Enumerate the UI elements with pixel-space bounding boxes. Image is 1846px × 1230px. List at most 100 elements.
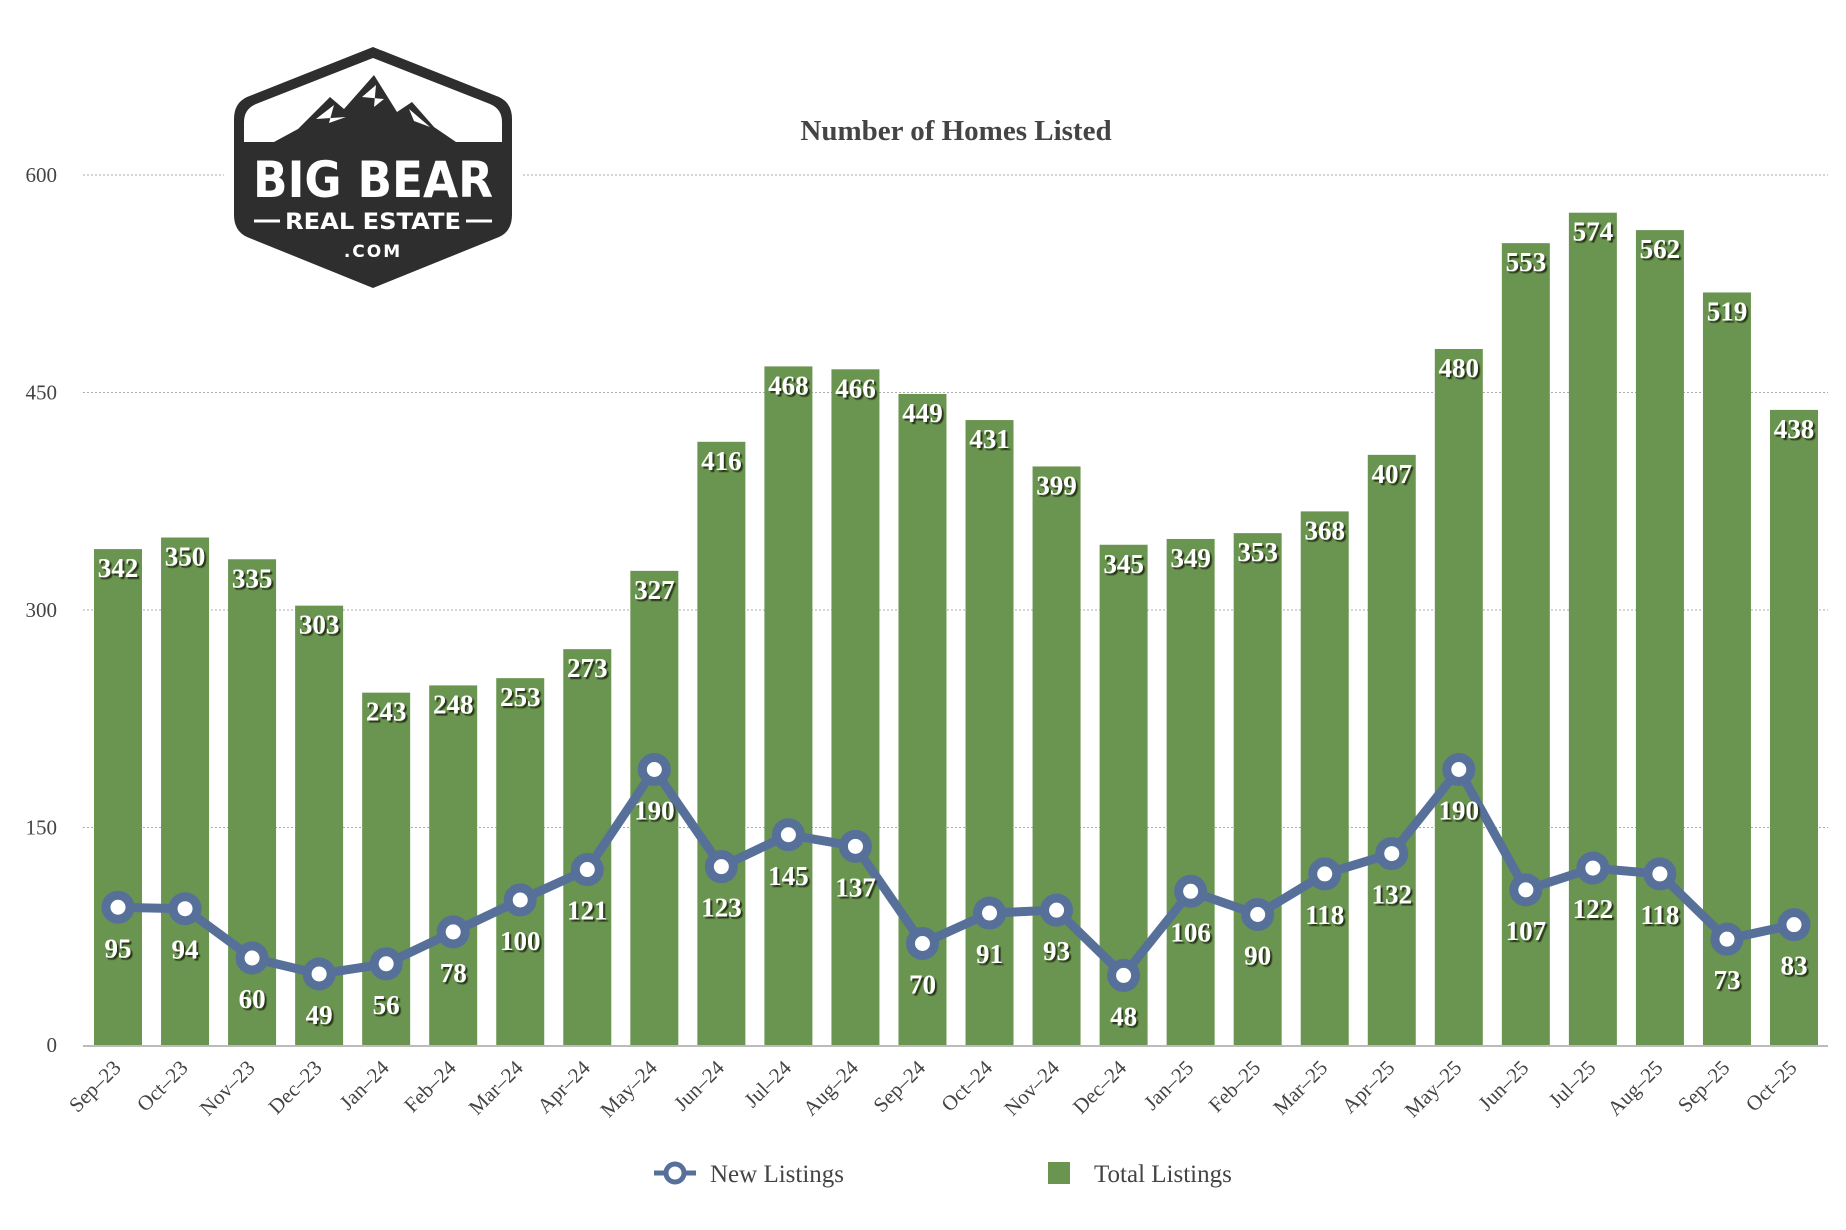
- line-data-label: 137: [835, 872, 876, 902]
- bar-data-label: 562: [1640, 234, 1681, 264]
- x-tick-label: Dec–23: [264, 1056, 327, 1119]
- line-data-label: 121: [567, 896, 608, 926]
- x-tick-label: Jul–24: [739, 1055, 796, 1112]
- point-new-listings: [1777, 908, 1811, 942]
- bar-data-label: 574: [1573, 217, 1614, 247]
- line-data-label: 100: [500, 926, 541, 956]
- point-new-listings: [704, 850, 738, 884]
- point-new-listings: [101, 890, 135, 924]
- logo-line3: .COM: [344, 242, 402, 262]
- point-new-listings: [168, 892, 202, 926]
- bar-data-label: 353: [1237, 537, 1278, 567]
- bar-data-label: 407: [1372, 459, 1413, 489]
- point-new-listings: [1442, 753, 1476, 786]
- point-new-listings: [1509, 873, 1543, 907]
- x-tick-label: Dec–24: [1068, 1055, 1132, 1119]
- point-new-listings: [838, 829, 872, 863]
- point-new-listings: [436, 915, 470, 949]
- line-data-label: 48: [1110, 1001, 1137, 1031]
- bar-data-label: 480: [1439, 353, 1480, 383]
- x-tick-label: Oct–25: [1741, 1056, 1802, 1117]
- bar-total-listings: [764, 366, 813, 1045]
- line-data-label: 145: [768, 861, 809, 891]
- y-tick-label: 150: [26, 816, 58, 840]
- legend-new-listings: New Listings: [710, 1161, 844, 1188]
- point-new-listings: [1040, 893, 1074, 927]
- point-new-listings: [1308, 857, 1342, 891]
- y-tick-label: 300: [26, 598, 58, 622]
- point-new-listings: [637, 753, 671, 786]
- x-tick-label: Feb–25: [1204, 1056, 1266, 1118]
- x-tick-label: Jan–24: [335, 1055, 394, 1114]
- bar-total-listings: [1434, 349, 1483, 1045]
- logo: BIG BEAR REAL ESTATE .COM: [224, 42, 522, 297]
- x-tick-label: Sep–23: [64, 1056, 126, 1118]
- legend-new-listings-marker: [663, 1161, 687, 1185]
- line-data-label: 49: [306, 1000, 333, 1030]
- point-new-listings: [973, 896, 1007, 930]
- bar-total-listings: [1501, 243, 1550, 1045]
- x-tick-label: Sep–24: [868, 1055, 930, 1117]
- point-new-listings: [771, 818, 805, 852]
- x-tick-label: Nov–24: [999, 1055, 1064, 1120]
- bar-total-listings: [1635, 230, 1684, 1046]
- line-data-label: 122: [1573, 894, 1614, 924]
- point-new-listings: [1107, 958, 1141, 992]
- bar-data-label: 248: [433, 689, 474, 719]
- bar-data-label: 438: [1774, 414, 1815, 444]
- legend: New Listings Total Listings: [654, 1161, 1232, 1188]
- bar-data-label: 449: [902, 398, 943, 428]
- line-data-label: 93: [1043, 936, 1070, 966]
- bar-total-listings: [1166, 538, 1215, 1045]
- bar-total-listings: [1032, 466, 1081, 1045]
- bar-data-label: 345: [1103, 549, 1144, 579]
- bar-data-label: 553: [1506, 247, 1547, 277]
- bar-total-listings: [965, 420, 1014, 1045]
- logo-line2: REAL ESTATE: [285, 210, 461, 235]
- line-data-label: 78: [440, 958, 467, 988]
- x-tick-label: Jul–25: [1544, 1056, 1601, 1113]
- x-tick-label: Sep–25: [1673, 1056, 1735, 1118]
- bar-data-label: 327: [634, 575, 675, 605]
- line-data-label: 73: [1713, 965, 1740, 995]
- x-tick-label: May–25: [1400, 1056, 1466, 1122]
- bar-data-label: 350: [165, 542, 206, 572]
- point-new-listings: [1375, 837, 1409, 871]
- line-data-label: 118: [1305, 900, 1344, 930]
- line-data-label: 60: [239, 984, 266, 1014]
- point-new-listings: [1710, 922, 1744, 956]
- point-new-listings: [570, 853, 604, 887]
- bar-total-listings: [1233, 533, 1282, 1045]
- bar-data-label: 349: [1170, 543, 1211, 573]
- bar-data-label: 368: [1304, 515, 1345, 545]
- bar-data-label: 399: [1036, 470, 1077, 500]
- x-tick-label: Oct–24: [936, 1055, 997, 1116]
- point-new-listings: [235, 941, 269, 975]
- line-data-label: 190: [1439, 796, 1480, 826]
- bar-total-listings: [94, 549, 142, 1045]
- x-tick-label: Nov–23: [195, 1056, 260, 1121]
- bar-data-label: 303: [299, 610, 340, 640]
- y-tick-label: 450: [26, 381, 58, 405]
- point-new-listings: [503, 883, 537, 917]
- bar-total-listings: [1367, 454, 1416, 1046]
- line-data-label: 123: [701, 893, 742, 923]
- line-data-label: 83: [1781, 951, 1808, 981]
- point-new-listings: [1174, 874, 1208, 908]
- x-tick-label: Jun–24: [669, 1055, 729, 1115]
- point-new-listings: [302, 957, 336, 991]
- x-tick-label: Apr–25: [1337, 1056, 1399, 1118]
- line-data-label: 90: [1244, 941, 1271, 971]
- x-tick-label: Feb–24: [399, 1055, 461, 1117]
- y-tick-label: 0: [47, 1033, 58, 1057]
- line-data-label: 95: [105, 933, 132, 963]
- bar-total-listings: [831, 369, 880, 1045]
- point-new-listings: [905, 927, 939, 960]
- bar-data-label: 466: [835, 373, 876, 403]
- line-data-label: 132: [1372, 880, 1413, 910]
- x-tick-label: Aug–24: [798, 1055, 863, 1120]
- bar-total-listings: [362, 692, 411, 1045]
- x-tick-label: Jan–25: [1139, 1056, 1198, 1115]
- point-new-listings: [369, 947, 403, 981]
